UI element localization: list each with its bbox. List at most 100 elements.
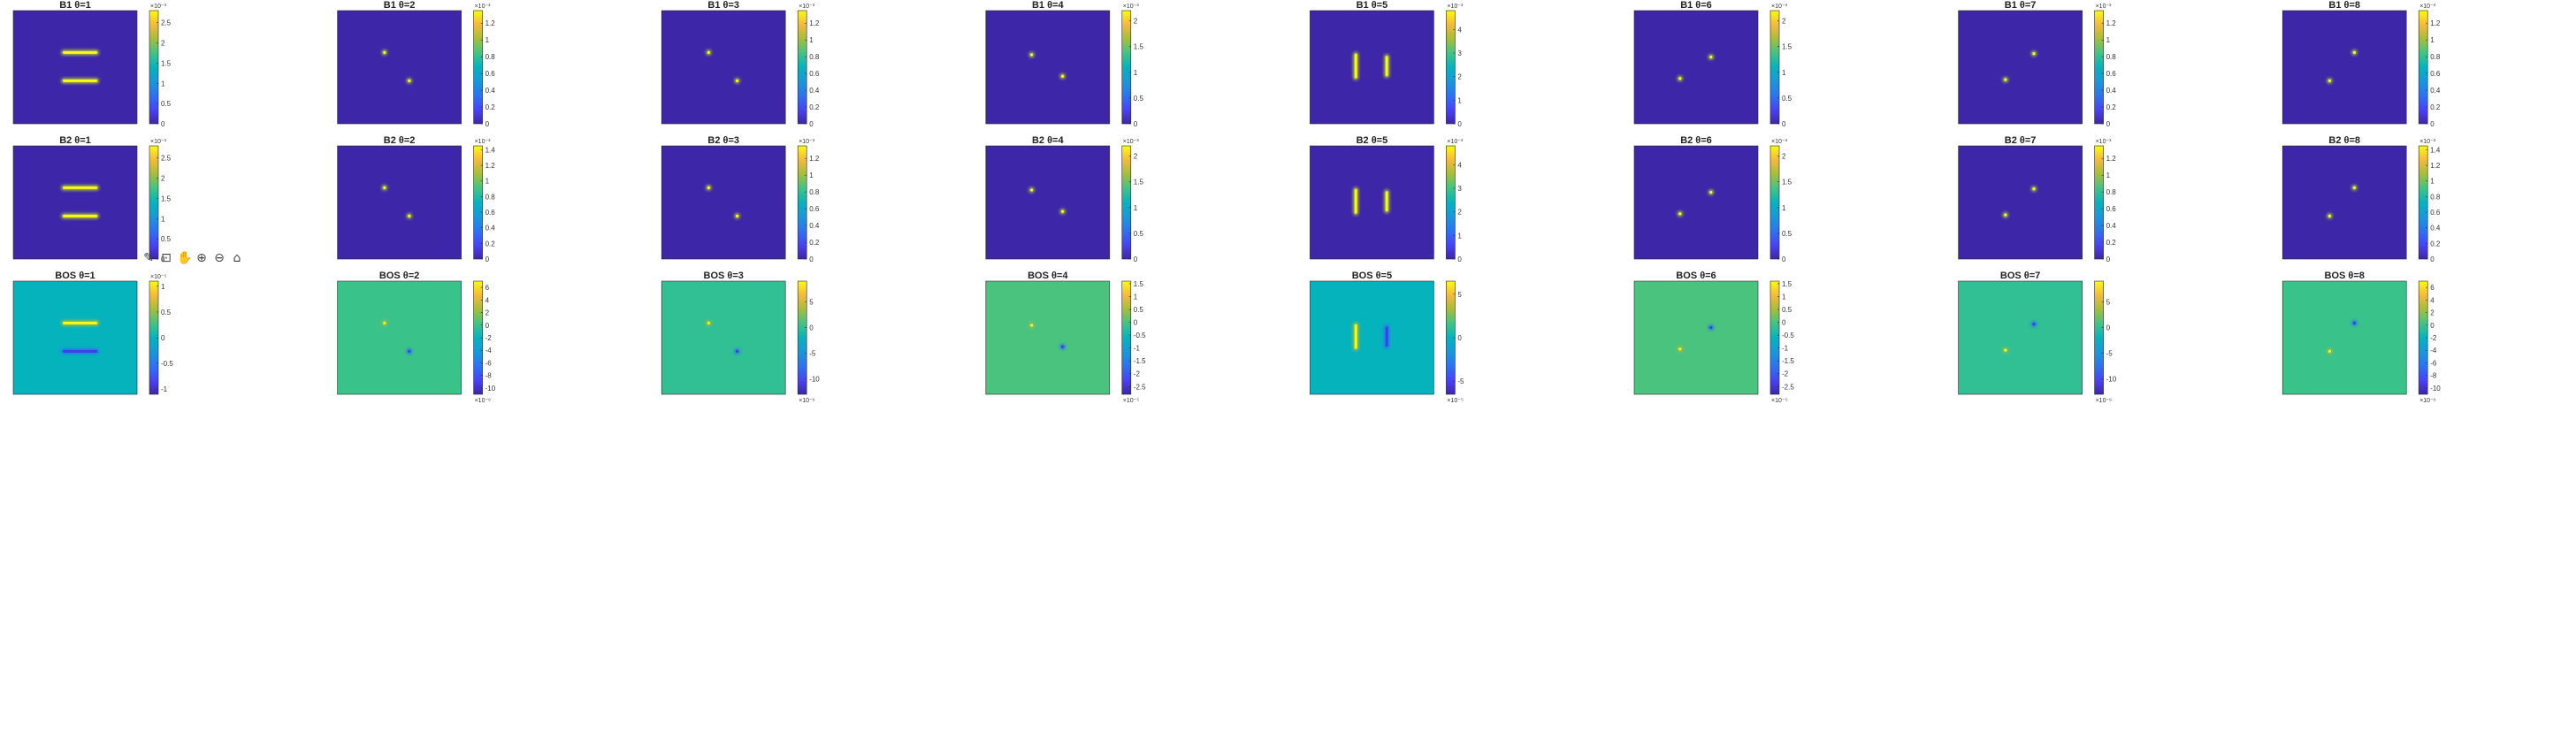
colorbar-tick-label: -10 xyxy=(2106,376,2117,384)
subplot-10[interactable]: B2 θ=2 0 0.2 0.4 0.6 0.8 1 1.2 1.4×10⁻³ xyxy=(337,135,496,263)
colorbar-tick-label: 1 xyxy=(161,283,165,291)
subplot-19[interactable]: BOS θ=3 -10 -5 0 5 ×10⁻⁶ xyxy=(661,271,820,404)
subplot-8[interactable]: B1 θ=8 0 0.2 0.4 0.6 0.8 1 1.2 ×10⁻³ xyxy=(2282,0,2441,128)
colorbar-tick-label: 0 xyxy=(1782,120,1786,128)
subplot-6[interactable]: B1 θ=6 0 0.5 1 1.5 2 ×10⁻³ xyxy=(1633,0,1792,128)
colorbar-exponent: ×10⁻⁶ xyxy=(2096,398,2113,404)
colorbar-tick-label: 2 xyxy=(2430,309,2435,317)
colorbar[interactable] xyxy=(1121,145,1132,260)
heatmap-feature-dot xyxy=(2032,323,2036,326)
subplot-title: B2 θ=1 xyxy=(59,135,91,146)
colorbar-tick-label: 0.8 xyxy=(485,53,496,61)
colorbar-tick-label: 0 xyxy=(2106,324,2111,332)
subplot-1[interactable]: B1 θ=1 0 0.5 1 1.5 2 2.5 ×10⁻³ xyxy=(12,0,172,128)
subplot-12[interactable]: B2 θ=4 0 0.5 1 1.5 2 ×10⁻³ xyxy=(985,135,1144,263)
colorbar[interactable] xyxy=(797,280,807,395)
colorbar-tick-label: 0.5 xyxy=(1782,95,1792,103)
colorbar[interactable] xyxy=(149,145,159,260)
colorbar-tick-label: 0 xyxy=(2430,255,2435,263)
colorbar-tick-label: 0.6 xyxy=(809,70,820,78)
colorbar[interactable] xyxy=(1770,10,1780,125)
colorbar-tick-label: -10 xyxy=(2430,385,2441,393)
colorbar-tick-label: 1.4 xyxy=(2430,146,2441,154)
subplot-title: BOS θ=3 xyxy=(704,271,744,281)
colorbar[interactable] xyxy=(2094,145,2104,260)
colorbar[interactable] xyxy=(797,145,807,260)
colorbar[interactable] xyxy=(1446,10,1456,125)
heatmap-feature-bar xyxy=(1385,326,1388,347)
subplot-4[interactable]: B1 θ=4 0 0.5 1 1.5 2 ×10⁻³ xyxy=(985,0,1144,128)
subplot-11[interactable]: B2 θ=3 0 0.2 0.4 0.6 0.8 1 1.2 ×10⁻³ xyxy=(661,135,820,263)
axes-toolbar[interactable]: ✎ ⊡ ✋ ⊕ ⊖ ⌂ xyxy=(141,251,244,265)
colorbar[interactable] xyxy=(797,10,807,125)
heatmap-background xyxy=(1310,280,1434,395)
colorbar[interactable] xyxy=(2094,10,2104,125)
colorbar-tick-label: 1.4 xyxy=(485,146,496,154)
heatmap-feature-bar xyxy=(1354,188,1357,214)
colorbar[interactable] xyxy=(2418,145,2428,260)
colorbar-tick-label: 0.5 xyxy=(1782,230,1792,238)
subplot-title: B1 θ=1 xyxy=(59,0,91,11)
heatmap-feature-bar xyxy=(63,321,98,324)
datatip-icon[interactable]: ⊡ xyxy=(161,251,172,265)
subplot-7[interactable]: B1 θ=7 0 0.2 0.4 0.6 0.8 1 1.2 ×10⁻³ xyxy=(1958,0,2117,128)
subplot-16[interactable]: B2 θ=8 0 0.2 0.4 0.6 0.8 1 1.2 1.4×10⁻³ xyxy=(2282,135,2441,263)
colorbar-tick-label: -8 xyxy=(2430,372,2437,380)
colorbar[interactable] xyxy=(1770,280,1780,395)
colorbar-tick-label: 0.8 xyxy=(485,193,496,201)
colorbar[interactable] xyxy=(473,145,483,260)
subplot-title: BOS θ=4 xyxy=(1028,271,1068,281)
heatmap-feature-dot xyxy=(2004,78,2007,81)
heatmap-feature-bar xyxy=(63,50,98,54)
colorbar-tick-label: 1.2 xyxy=(809,19,820,27)
subplot-21[interactable]: BOS θ=5 -5 0 5 ×10⁻⁵ xyxy=(1310,271,1464,404)
heatmap-background xyxy=(1633,280,1759,395)
colorbar-exponent: ×10⁻³ xyxy=(799,4,815,10)
colorbar-tick-label: 1 xyxy=(809,172,814,179)
subplot-24[interactable]: BOS θ=8 -10 -8 -6 -4 -2 0 2 4 6 ×10⁻⁶ xyxy=(2282,271,2441,404)
colorbar-tick-label: 0.4 xyxy=(809,222,820,230)
subplot-23[interactable]: BOS θ=7 -10 -5 0 5 ×10⁻⁶ xyxy=(1958,271,2117,404)
zoom-out-icon[interactable]: ⊖ xyxy=(214,251,225,265)
colorbar-exponent: ×10⁻³ xyxy=(1123,4,1140,10)
subplot-14[interactable]: B2 θ=6 0 0.5 1 1.5 2 ×10⁻³ xyxy=(1633,135,1792,263)
subplot-3[interactable]: B1 θ=3 0 0.2 0.4 0.6 0.8 1 1.2 ×10⁻³ xyxy=(661,0,820,128)
home-icon[interactable]: ⌂ xyxy=(233,251,241,265)
subplot-15[interactable]: B2 θ=7 0 0.2 0.4 0.6 0.8 1 1.2 ×10⁻³ xyxy=(1958,135,2117,263)
heatmap-feature-dot xyxy=(2352,186,2356,189)
colorbar-tick-label: -6 xyxy=(2430,359,2437,367)
heatmap-feature-dot xyxy=(736,349,739,353)
colorbar-tick-label: -0.5 xyxy=(161,360,173,368)
subplot-20[interactable]: BOS θ=4 -2.5 -2 -1.5 -1 -0.5 0 0.5 1 1.5 ×10⁻⁵ xyxy=(985,271,1146,404)
pencil-icon[interactable]: ✎ xyxy=(143,251,154,265)
colorbar[interactable] xyxy=(1446,145,1456,260)
heatmap-background xyxy=(985,10,1111,125)
colorbar-tick-label: 2 xyxy=(161,175,165,183)
colorbar[interactable] xyxy=(1121,280,1132,395)
heatmap-background xyxy=(337,10,462,125)
colorbar[interactable] xyxy=(473,10,483,125)
zoom-in-icon[interactable]: ⊕ xyxy=(196,251,207,265)
colorbar[interactable] xyxy=(1121,10,1132,125)
colorbar[interactable] xyxy=(2418,10,2428,125)
subplot-13[interactable]: B2 θ=5 0 1 2 3 4 ×10⁻³ xyxy=(1310,135,1464,263)
colorbar[interactable] xyxy=(149,10,159,125)
subplot-9[interactable]: B2 θ=1 0 0.5 1 1.5 2 2.5 ×10⁻³ xyxy=(12,135,172,263)
subplot-title: BOS θ=1 xyxy=(55,271,95,281)
subplot-18[interactable]: BOS θ=2 -10 -8 -6 -4 -2 0 2 4 6 ×10⁻⁶ xyxy=(337,271,496,404)
subplot-17[interactable]: BOS θ=1 -1 -0.5 0 0.5 1 ×10⁻⁵ xyxy=(12,271,173,395)
colorbar[interactable] xyxy=(1770,145,1780,260)
colorbar-tick-label: -5 xyxy=(809,349,816,357)
heatmap-feature-bar xyxy=(63,79,98,82)
subplot-title: BOS θ=5 xyxy=(1352,271,1392,281)
colorbar-tick-label: 0.8 xyxy=(2430,53,2441,61)
colorbar-tick-label: 0.4 xyxy=(485,225,496,233)
colorbar-tick-label: 0.5 xyxy=(1134,230,1144,238)
colorbar-tick-label: 0.5 xyxy=(161,100,172,108)
subplot-22[interactable]: BOS θ=6 -2.5 -2 -1.5 -1 -0.5 0 0.5 1 1.5 ×10⁻⁵ xyxy=(1633,271,1794,404)
colorbar[interactable] xyxy=(2094,280,2104,395)
pan-icon[interactable]: ✋ xyxy=(177,251,193,265)
subplot-5[interactable]: B1 θ=5 0 1 2 3 4 ×10⁻³ xyxy=(1310,0,1464,128)
subplot-2[interactable]: B1 θ=2 0 0.2 0.4 0.6 0.8 1 1.2 ×10⁻³ xyxy=(337,0,496,128)
colorbar-tick-label: 0 xyxy=(161,255,165,263)
